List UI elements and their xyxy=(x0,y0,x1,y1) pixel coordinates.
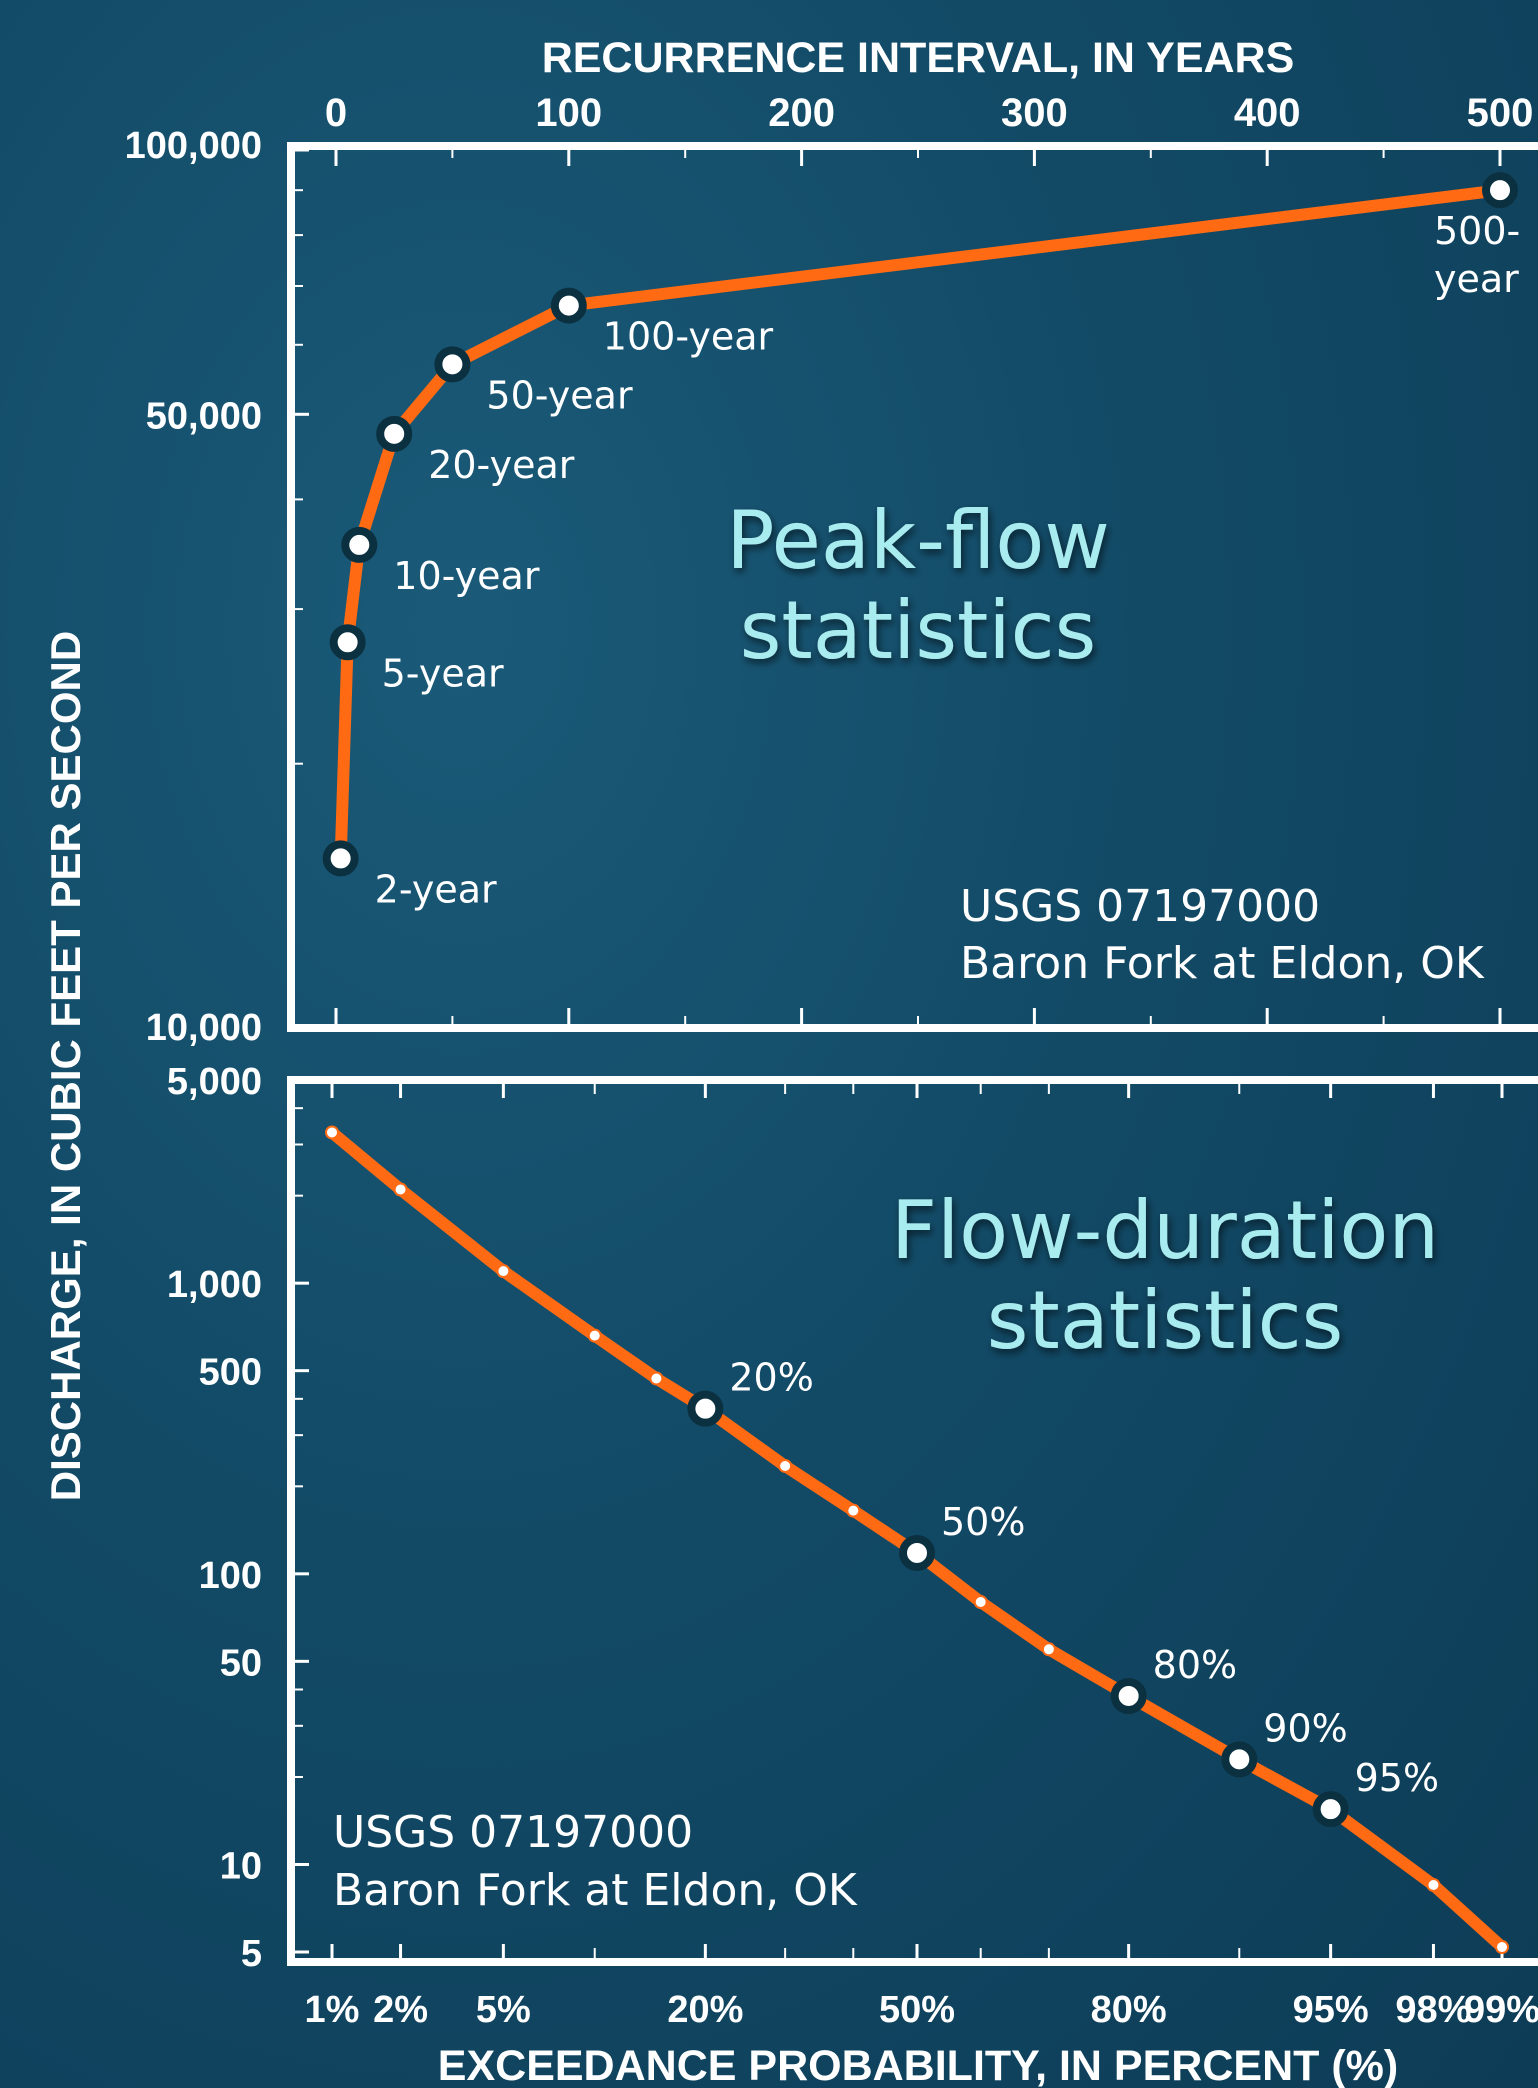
peak-flow-point-label: 20-year xyxy=(428,443,575,487)
peak-flow-point-label: 100-year xyxy=(603,315,774,359)
peak-flow-x-tick-label: 0 xyxy=(325,91,347,135)
peak-flow-y-tick-label: 100,000 xyxy=(125,125,262,167)
flow-duration-x-tick-label: 98% xyxy=(1395,1989,1471,2031)
flow-duration-y-tick-label: 1,000 xyxy=(167,1264,262,1306)
peak-flow-point xyxy=(376,415,413,452)
flow-duration-y-tick-label: 50 xyxy=(220,1642,262,1684)
peak-flow-x-tick-label: 100 xyxy=(535,91,602,135)
peak-flow-point xyxy=(1482,172,1518,209)
peak-flow-point-label: 10-year xyxy=(393,554,540,598)
flow-duration-x-tick-label: 95% xyxy=(1293,1989,1369,2031)
flow-duration-point xyxy=(393,1182,408,1197)
flow-duration-station-id: USGS 07197000 xyxy=(333,1807,693,1858)
peak-flow-x-tick-label: 400 xyxy=(1234,91,1301,135)
flow-duration-frame xyxy=(287,1076,1538,1966)
flow-duration-point xyxy=(687,1390,724,1427)
flow-duration-point xyxy=(1041,1642,1056,1657)
peak-flow-x-tick-label: 500 xyxy=(1467,91,1534,135)
flow-duration-title-line-1: Flow-duration xyxy=(891,1184,1439,1277)
flow-duration-point-label: 20% xyxy=(729,1356,813,1400)
flow-duration-point-label: 90% xyxy=(1263,1706,1347,1750)
flow-duration-line xyxy=(326,1126,1508,1954)
flow-duration-y-tick-label: 10 xyxy=(220,1846,262,1888)
peak-flow-point xyxy=(434,346,471,383)
flow-duration-x-axis-label: EXCEEDANCE PROBABILITY, IN PERCENT (%) xyxy=(438,2042,1398,2088)
peak-flow-point xyxy=(550,287,587,324)
peak-flow-series: 2-year 5-year 10-year 20-year 50-year 100-yea… xyxy=(322,172,1520,911)
flow-duration-point-label: 50% xyxy=(941,1500,1025,1544)
peak-flow-x-axis-label: RECURRENCE INTERVAL, IN YEARS xyxy=(542,34,1295,82)
peak-flow-point-label: 2-year xyxy=(375,867,497,911)
y-axis-label: DISCHARGE, IN CUBIC FEET PER SECOND xyxy=(42,631,89,1501)
peak-flow-panel: RECURRENCE INTERVAL, IN YEARS 0 100 200 300… xyxy=(125,34,1538,1049)
flow-duration-y-ticks: 5 10 50 100 500 1,000 5,000 xyxy=(167,1061,309,1975)
flow-duration-station-name: Baron Fork at Eldon, OK xyxy=(333,1865,858,1916)
peak-flow-point xyxy=(329,624,366,661)
peak-flow-x-tick-label: 200 xyxy=(768,91,835,135)
flow-duration-point xyxy=(649,1371,664,1386)
flow-duration-point xyxy=(1312,1791,1349,1828)
peak-flow-y-tick-label: 50,000 xyxy=(146,395,262,437)
flow-duration-x-tick-label: 20% xyxy=(667,1989,743,2031)
flow-duration-y-tick-label: 5 xyxy=(241,1933,262,1975)
peak-flow-x-tick-label: 300 xyxy=(1001,91,1068,135)
peak-flow-point-label: 500- xyxy=(1434,209,1520,253)
flow-duration-x-tick-label: 5% xyxy=(476,1989,531,2031)
flow-duration-point-label: 95% xyxy=(1355,1756,1439,1800)
flow-duration-point xyxy=(325,1125,339,1140)
flow-duration-title-line-2: statistics xyxy=(987,1274,1344,1367)
flow-duration-x-tick-label: 99% xyxy=(1464,1989,1538,2031)
flow-duration-point xyxy=(587,1328,602,1343)
peak-flow-point xyxy=(322,840,359,877)
flow-duration-series: 20% 50% 80% 90%95% xyxy=(325,1125,1509,1955)
peak-flow-title-line-2: statistics xyxy=(740,584,1097,677)
peak-flow-station-name: Baron Fork at Eldon, OK xyxy=(960,938,1485,989)
peak-flow-point xyxy=(341,526,378,563)
flow-duration-x-tick-label: 2% xyxy=(373,1989,428,2031)
peak-flow-x-ticks: 0 100 200 300 400 500 xyxy=(325,91,1534,1024)
flow-duration-point xyxy=(778,1458,793,1473)
flow-duration-x-tick-label: 1% xyxy=(305,1989,360,2031)
flow-duration-y-tick-label: 5,000 xyxy=(167,1061,262,1103)
flow-duration-x-tick-label: 80% xyxy=(1091,1989,1167,2031)
peak-flow-title-line-1: Peak-flow xyxy=(726,494,1110,587)
flow-duration-point-label: 80% xyxy=(1153,1643,1237,1687)
flow-duration-point xyxy=(899,1534,935,1571)
peak-flow-frame xyxy=(287,142,1538,1032)
flow-duration-y-tick-label: 100 xyxy=(199,1555,262,1597)
peak-flow-point-label: year xyxy=(1434,257,1519,301)
flow-duration-point xyxy=(846,1503,861,1518)
flow-duration-point xyxy=(1221,1741,1258,1778)
flow-duration-point xyxy=(1110,1677,1147,1714)
peak-flow-y-ticks: 10,000 50,000 100,000 xyxy=(125,125,309,1049)
flow-duration-x-ticks: 1% 2% 5% 20% 50% 80% 95% 98%99% xyxy=(305,1084,1538,2031)
flow-duration-x-tick-label: 50% xyxy=(879,1989,955,2031)
flow-duration-panel: EXCEEDANCE PROBABILITY, IN PERCENT (%) 1… xyxy=(167,1061,1538,2088)
peak-flow-point-label: 5-year xyxy=(382,651,504,695)
flow-duration-point xyxy=(1495,1940,1509,1955)
flow-duration-point xyxy=(973,1595,988,1610)
flow-duration-point xyxy=(1426,1878,1441,1893)
peak-flow-y-tick-label: 10,000 xyxy=(146,1007,262,1049)
peak-flow-station-id: USGS 07197000 xyxy=(960,881,1320,932)
flow-duration-y-tick-label: 500 xyxy=(199,1352,262,1394)
flow-duration-point xyxy=(496,1264,511,1279)
peak-flow-point-label: 50-year xyxy=(486,373,633,417)
